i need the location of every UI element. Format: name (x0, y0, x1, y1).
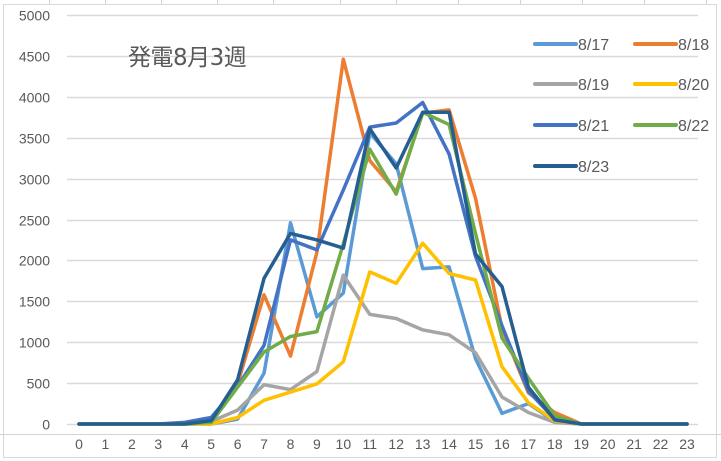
y-tick-label: 2000 (19, 253, 50, 269)
legend-item-8-19[interactable]: 8/19 (533, 77, 609, 94)
y-tick-label: 4000 (19, 90, 50, 106)
x-tick-label: 14 (441, 436, 457, 452)
x-tick-label: 2 (128, 436, 136, 452)
y-tick-label: 1000 (19, 335, 50, 351)
x-tick-label: 16 (494, 436, 510, 452)
x-tick-label: 15 (468, 436, 484, 452)
x-tick-label: 11 (363, 436, 378, 452)
legend[interactable]: 8/17 8/18 8/19 8/20 8/21 8/22 8/23 (533, 37, 709, 176)
x-tick-label: 9 (313, 436, 321, 452)
x-tick-label: 19 (573, 436, 589, 452)
series-line-8-19[interactable] (77, 273, 689, 426)
chart-area[interactable] (3, 4, 717, 458)
legend-label: 8/18 (678, 37, 709, 54)
chart-title: 発電8月3週 (128, 45, 247, 71)
y-tick-label: 5000 (19, 8, 50, 24)
x-tick-label: 0 (75, 436, 83, 452)
x-tick-label: 12 (388, 436, 404, 452)
x-tick-label: 18 (547, 436, 563, 452)
legend-item-8-20[interactable]: 8/20 (633, 77, 709, 94)
y-tick-label: 4500 (19, 49, 50, 65)
x-axis-labels: 0 1 2 3 4 5 6 7 8 9 10 11 12 13 14 15 16 17 18 19 20 21 22 23 (75, 436, 695, 452)
y-tick-label: 1500 (19, 294, 50, 310)
x-tick-label: 23 (679, 436, 695, 452)
series-line-8-20[interactable] (77, 241, 689, 426)
x-tick-label: 10 (336, 436, 352, 452)
series-line-8-23[interactable] (77, 110, 689, 426)
legend-item-8-22[interactable]: 8/22 (633, 118, 709, 135)
x-tick-label: 13 (415, 436, 431, 452)
plot-series (77, 57, 689, 426)
y-gridlines (67, 14, 698, 426)
legend-label: 8/23 (578, 159, 609, 176)
x-tick-label: 3 (154, 436, 162, 452)
x-tick-label: 20 (600, 436, 616, 452)
y-tick-label: 2500 (19, 213, 50, 229)
legend-label: 8/21 (578, 118, 609, 135)
x-tick-label: 7 (260, 436, 268, 452)
x-tick-label: 8 (287, 436, 295, 452)
legend-label: 8/22 (678, 118, 709, 135)
x-tick-label: 6 (234, 436, 242, 452)
legend-item-8-21[interactable]: 8/21 (533, 118, 609, 135)
legend-item-8-17[interactable]: 8/17 (533, 37, 609, 54)
legend-item-8-18[interactable]: 8/18 (633, 37, 709, 54)
x-tick-label: 22 (653, 436, 669, 452)
x-tick-label: 17 (521, 436, 537, 452)
legend-label: 8/20 (678, 77, 709, 94)
y-tick-label: 3000 (19, 172, 50, 188)
y-tick-label: 500 (27, 376, 51, 392)
legend-item-8-23[interactable]: 8/23 (533, 159, 609, 176)
legend-label: 8/19 (578, 77, 609, 94)
y-tick-label: 0 (42, 417, 50, 433)
y-tick-label: 3500 (19, 131, 50, 147)
x-tick-label: 1 (102, 436, 110, 452)
x-tick-label: 4 (181, 436, 189, 452)
x-tick-label: 21 (626, 436, 642, 452)
legend-label: 8/17 (578, 37, 609, 54)
x-tick-label: 5 (207, 436, 215, 452)
y-axis-labels: 0 500 1000 1500 2000 2500 3000 3500 4000 4500 5000 (19, 8, 50, 433)
series-line-8-18[interactable] (77, 57, 689, 426)
